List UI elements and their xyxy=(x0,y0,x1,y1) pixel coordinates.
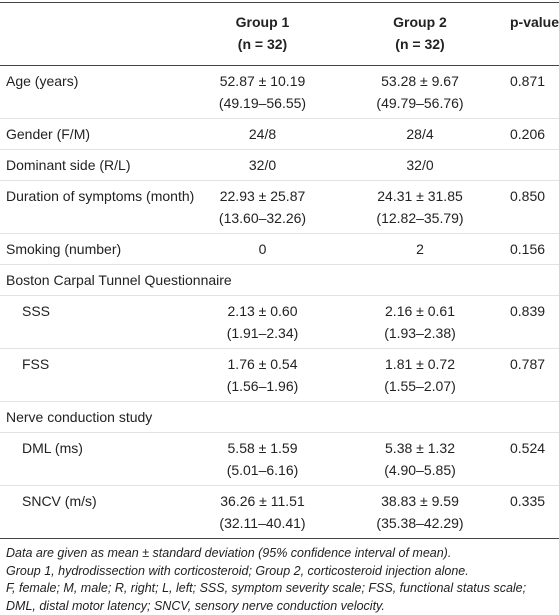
p-value: 0.156 xyxy=(510,233,559,265)
value-line: 28/4 xyxy=(406,126,434,142)
footnote: Data are given as mean ± standard deviat… xyxy=(6,546,452,560)
value-line: 24/8 xyxy=(248,126,277,142)
p-value: 0.850 xyxy=(510,180,559,234)
value-line: 5.38 ± 1.32 xyxy=(385,440,455,456)
value-line: (35.38–42.29) xyxy=(376,515,464,531)
value-line: 0 xyxy=(258,241,267,257)
row-label: Dominant side (R/L) xyxy=(0,149,195,181)
value-cell: 2.16 ± 0.61 (1.93–2.38) xyxy=(330,295,510,349)
value-line: (49.79–56.76) xyxy=(376,95,464,111)
table-row: Duration of symptoms (month) 22.93 ± 25.8… xyxy=(0,180,559,234)
table-row: Age (years) 52.87 ± 10.19 (49.19–56.55) 53.… xyxy=(0,65,559,119)
row-label: Smoking (number) xyxy=(0,233,195,265)
value-line: 38.83 ± 9.59 xyxy=(381,493,459,509)
header-text: p-value xyxy=(510,14,559,30)
value-cell: 5.58 ± 1.59 (5.01–6.16) xyxy=(195,432,330,486)
header-group1: Group 1 (n = 32) xyxy=(195,2,330,66)
p-value: 0.335 xyxy=(510,493,546,509)
header-text: Group 1 xyxy=(235,14,290,30)
section-label: Boston Carpal Tunnel Questionnaire xyxy=(0,264,559,296)
header-empty xyxy=(0,2,195,66)
table-body: Age (years) 52.87 ± 10.19 (49.19–56.55) 53.… xyxy=(0,65,559,539)
value-line: 24.31 ± 31.85 xyxy=(377,188,463,204)
section-label: Nerve conduction study xyxy=(0,401,559,433)
value-cell: 24/8 xyxy=(195,118,330,150)
row-label: Age (years) xyxy=(0,65,195,119)
value-line: (4.90–5.85) xyxy=(384,462,456,478)
row-label: FSS xyxy=(0,348,195,402)
value-line: (5.01–6.16) xyxy=(226,462,299,478)
value-line: (13.60–32.26) xyxy=(218,210,307,226)
value-line: 32/0 xyxy=(248,157,277,173)
p-value: 0.871 xyxy=(510,65,559,119)
table-row: FSS 1.76 ± 0.54 (1.56–1.96) 1.81 ± 0.72 (1.5… xyxy=(0,348,559,402)
value-cell: 1.81 ± 0.72 (1.55–2.07) xyxy=(330,348,510,402)
footnote: F, female; M, male; R, right; L, left; S… xyxy=(6,581,527,613)
footnotes: Data are given as mean ± standard deviat… xyxy=(0,539,559,615)
value-line: 1.81 ± 0.72 xyxy=(385,356,455,372)
value-cell: 2 xyxy=(330,233,510,265)
value-line: 2.16 ± 0.61 xyxy=(385,303,455,319)
value-cell: 5.38 ± 1.32 (4.90–5.85) xyxy=(330,432,510,486)
table-row: SSS 2.13 ± 0.60 (1.91–2.34) 2.16 ± 0.61 (1.9… xyxy=(0,295,559,349)
row-label: DML (ms) xyxy=(0,432,195,486)
value-cell: 28/4 xyxy=(330,118,510,150)
value-cell: 0 xyxy=(195,233,330,265)
header-text: (n = 32) xyxy=(395,36,445,52)
table-row: DML (ms) 5.58 ± 1.59 (5.01–6.16) 5.38 ± 1.3… xyxy=(0,432,559,486)
table-row: SNCV (m/s) 36.26 ± 11.51 (32.11–40.41) 38.8… xyxy=(0,486,559,539)
value-line: (1.55–2.07) xyxy=(384,378,456,394)
value-line: (1.91–2.34) xyxy=(226,325,299,341)
p-value: 0.839 xyxy=(510,295,559,349)
value-line: (49.19–56.55) xyxy=(218,95,307,111)
p-value xyxy=(510,149,559,181)
value-line: 1.76 ± 0.54 xyxy=(227,356,298,372)
table-row: Boston Carpal Tunnel Questionnaire xyxy=(0,264,559,296)
value-line: 5.58 ± 1.59 xyxy=(227,440,298,456)
value-cell: 32/0 xyxy=(195,149,330,181)
value-cell: 2.13 ± 0.60 (1.91–2.34) xyxy=(195,295,330,349)
header-text: Group 2 xyxy=(393,14,447,30)
p-value: 0.206 xyxy=(510,118,559,150)
p-value: 0.787 xyxy=(510,348,559,402)
table-row: Smoking (number) 0 2 0.156 xyxy=(0,233,559,265)
data-table: Group 1 (n = 32) Group 2 (n = 32) p-value … xyxy=(0,2,559,539)
value-line: 52.87 ± 10.19 xyxy=(219,73,306,89)
value-cell: 53.28 ± 9.67 (49.79–56.76) xyxy=(330,65,510,119)
value-line: (12.82–35.79) xyxy=(376,210,464,226)
value-cell: 36.26 ± 11.51 (32.11–40.41) xyxy=(195,486,330,539)
value-cell: 38.83 ± 9.59 (35.38–42.29) xyxy=(330,486,510,539)
value-line: 36.26 ± 11.51 xyxy=(220,493,305,509)
value-cell: 22.93 ± 25.87 (13.60–32.26) xyxy=(195,180,330,234)
value-line: 53.28 ± 9.67 xyxy=(381,73,459,89)
row-label: SNCV (m/s) xyxy=(22,493,97,509)
footnote: Group 1, hydrodissection with corticoste… xyxy=(6,563,469,578)
header-row: Group 1 (n = 32) Group 2 (n = 32) p-value xyxy=(0,2,559,66)
value-line: 32/0 xyxy=(406,157,434,173)
row-label: Gender (F/M) xyxy=(0,118,195,150)
table-row: Dominant side (R/L) 32/0 32/0 xyxy=(0,149,559,181)
value-line: (1.93–2.38) xyxy=(384,325,456,341)
value-cell: 32/0 xyxy=(330,149,510,181)
value-line: 2 xyxy=(416,241,424,257)
header-text: (n = 32) xyxy=(237,36,288,52)
value-line: (1.56–1.96) xyxy=(226,378,299,394)
value-line: 2.13 ± 0.60 xyxy=(227,303,298,319)
p-value: 0.524 xyxy=(510,432,559,486)
header-p: p-value xyxy=(510,2,559,66)
table-row: Nerve conduction study xyxy=(0,401,559,433)
value-cell: 24.31 ± 31.85 (12.82–35.79) xyxy=(330,180,510,234)
table-row: Gender (F/M) 24/8 28/4 0.206 xyxy=(0,118,559,150)
row-label: SSS xyxy=(0,295,195,349)
value-line: 22.93 ± 25.87 xyxy=(219,188,306,204)
row-label: Duration of symptoms (month) xyxy=(0,180,195,234)
value-cell: 52.87 ± 10.19 (49.19–56.55) xyxy=(195,65,330,119)
header-group2: Group 2 (n = 32) xyxy=(330,2,510,66)
value-line: (32.11–40.41) xyxy=(219,515,306,531)
value-cell: 1.76 ± 0.54 (1.56–1.96) xyxy=(195,348,330,402)
